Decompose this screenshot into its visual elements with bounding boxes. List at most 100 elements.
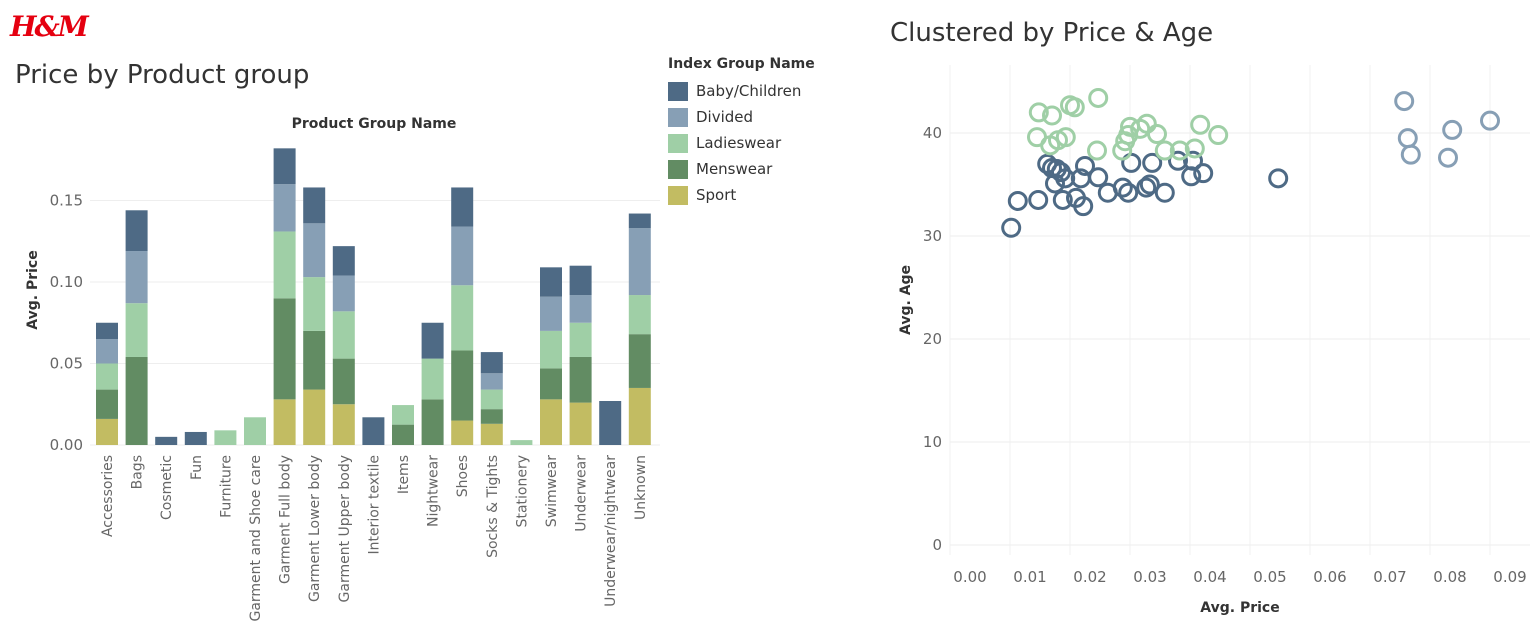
x-tick-label: Items (396, 455, 412, 494)
legend-label: Ladieswear (696, 134, 782, 152)
scatter-point (1028, 189, 1049, 210)
legend-item[interactable]: Baby/Children (668, 78, 815, 104)
scatter-point (1136, 113, 1157, 134)
bar-segment (184, 431, 207, 445)
bar-segment (480, 389, 503, 410)
bar-segment (332, 246, 355, 276)
y-tick-label: 10 (923, 433, 942, 451)
bar-segment (332, 404, 355, 445)
y-tick-label: 30 (923, 227, 942, 245)
bar-segment (569, 295, 592, 323)
bar-segment (421, 358, 444, 400)
scatter-point (1075, 155, 1095, 176)
x-tick-label: Stationery (514, 455, 530, 527)
scatter-point (1400, 144, 1421, 165)
y-tick-label: 0.10 (50, 273, 83, 291)
y-tick-label: 0.00 (50, 436, 83, 454)
x-tick-label: Unknown (633, 455, 649, 520)
y-tick-label: 40 (923, 124, 942, 142)
y-tick-label: 0.15 (50, 192, 83, 210)
x-tick-label: 0.08 (1433, 568, 1466, 586)
bar-segment (303, 389, 326, 445)
bar-segment (451, 420, 474, 445)
y-tick-label: 20 (923, 330, 942, 348)
y-axis-label: Avg. Price (25, 250, 41, 329)
x-tick-label: Furniture (218, 455, 234, 518)
bar-segment (480, 373, 503, 390)
bar-segment (244, 417, 266, 445)
legend: Index Group Name Baby/Children Divided Lad… (668, 56, 815, 208)
scatter-point (1118, 182, 1139, 203)
bar-segment (451, 350, 474, 421)
x-tick-label: 0.00 (953, 568, 986, 586)
bar-segment (96, 363, 118, 390)
legend-item[interactable]: Sport (668, 182, 815, 208)
legend-label: Divided (696, 108, 754, 126)
bar-segment (96, 389, 118, 419)
scatter-point (1007, 190, 1028, 211)
bar-segment (540, 296, 562, 331)
scatter-point (1045, 173, 1065, 194)
y-tick-label: 0.05 (50, 355, 83, 373)
y-axis-label: Avg. Age (898, 265, 914, 335)
x-tick-label: 0.05 (1253, 568, 1286, 586)
bar-header: Product Group Name (292, 116, 457, 132)
bar-segment (303, 277, 326, 331)
x-tick-label: Swimwear (544, 455, 560, 528)
bar-segment (214, 430, 237, 445)
bar-segment (628, 295, 651, 335)
scatter-point (1154, 140, 1175, 161)
legend-swatch (668, 185, 688, 205)
legend-swatch (668, 159, 688, 179)
scatter-point (1208, 125, 1229, 146)
bar-segment (451, 187, 474, 227)
bar-segment (96, 339, 118, 364)
scatter-point (1064, 97, 1085, 118)
bar-segment (480, 409, 503, 424)
bar-segment (569, 402, 592, 445)
bar-segment (480, 423, 503, 445)
bar-segment (96, 418, 118, 445)
scatter-chart-title: Clustered by Price & Age (890, 18, 1214, 48)
x-tick-label: Underwear (574, 455, 590, 532)
scatter-point (1480, 110, 1500, 131)
y-tick-label: 0 (932, 536, 942, 554)
legend-title: Index Group Name (668, 56, 815, 72)
scatter-point (1028, 102, 1049, 123)
scatter-point (1169, 140, 1190, 161)
bar-segment (569, 265, 592, 296)
scatter-point (1183, 150, 1203, 171)
bar-segment (569, 356, 592, 403)
legend-label: Baby/Children (696, 82, 802, 100)
bar-segment (628, 228, 651, 296)
bar-segment (392, 424, 414, 445)
scatter-point (1147, 124, 1167, 145)
bar-segment (451, 226, 474, 286)
bar-segment (96, 322, 118, 340)
x-tick-label: Shoes (455, 455, 471, 497)
bar-chart-title: Price by Product group (15, 60, 310, 90)
x-tick-label: Cosmetic (159, 455, 175, 520)
bar-segment (125, 210, 148, 252)
legend-item[interactable]: Ladieswear (668, 130, 815, 156)
x-tick-label: Socks & Tights (485, 455, 501, 558)
bar-chart: Product Group Name Avg. Price 0.00 0.05 0.10… (25, 116, 660, 622)
scatter-point (1168, 150, 1188, 171)
scatter-point (1087, 140, 1107, 161)
legend-item[interactable]: Divided (668, 104, 815, 130)
x-tick-label: Garment Full body (278, 455, 294, 584)
scatter-point (1052, 189, 1073, 210)
bar-segment (125, 356, 148, 445)
bar-segment (332, 358, 355, 405)
x-tick-label: Accessories (100, 455, 116, 537)
bar-segment (303, 187, 326, 224)
x-tick-label: 0.03 (1133, 568, 1166, 586)
bar-segment (332, 275, 355, 312)
scatter-point (1073, 196, 1094, 217)
legend-item[interactable]: Menswear (668, 156, 815, 182)
bar-segment (540, 330, 562, 369)
x-tick-label: Interior textile (366, 455, 382, 555)
bar-segment (273, 148, 296, 185)
bar-segment (628, 387, 651, 445)
scatter-point (1042, 105, 1062, 126)
